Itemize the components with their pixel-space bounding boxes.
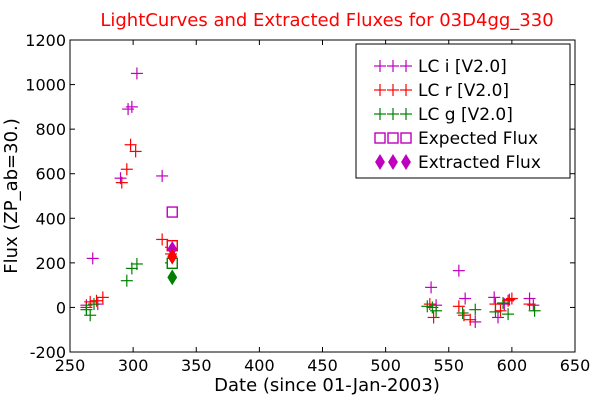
legend-diamond-marker — [388, 154, 398, 170]
series-plus — [80, 256, 541, 322]
data-point — [505, 292, 518, 305]
expected-flux-marker — [166, 206, 178, 218]
legend-plus-marker — [374, 60, 386, 72]
data-point — [129, 145, 142, 158]
data-point — [86, 252, 99, 265]
y-tick-label: 1200 — [25, 31, 66, 50]
data-point — [469, 303, 482, 316]
x-tick-label: 350 — [181, 356, 212, 375]
legend-label: LC i [V2.0] — [418, 57, 507, 77]
series-plus — [80, 138, 536, 326]
data-point — [503, 293, 516, 306]
data-point — [130, 257, 143, 270]
data-point — [528, 304, 541, 317]
data-point — [427, 311, 440, 324]
y-tick-label: 400 — [35, 209, 66, 228]
extracted-flux-marker — [167, 248, 178, 265]
legend-entry: Extracted Flux — [375, 153, 541, 173]
x-tick-label: 600 — [497, 356, 528, 375]
data-point — [452, 300, 465, 313]
legend-plus-marker — [374, 84, 386, 96]
x-tick-label: 450 — [307, 356, 338, 375]
x-tick-label: 500 — [370, 356, 401, 375]
x-tick-label: 400 — [244, 356, 275, 375]
legend-label: Extracted Flux — [418, 153, 541, 173]
legend-diamond-marker — [401, 154, 411, 170]
data-point — [96, 291, 109, 304]
legend-square-marker — [400, 132, 412, 144]
data-point — [115, 176, 128, 189]
y-tick-label: 200 — [35, 254, 66, 273]
legend-entry: LC r [V2.0] — [374, 81, 509, 101]
legend-plus-marker — [400, 60, 412, 72]
legend-plus-marker — [387, 60, 399, 72]
data-point — [489, 305, 502, 318]
y-tick-label: 800 — [35, 120, 66, 139]
data-point — [464, 313, 477, 326]
data-point — [87, 298, 100, 311]
legend-plus-marker — [387, 108, 399, 120]
legend-plus-marker — [387, 84, 399, 96]
data-point — [90, 294, 103, 307]
data-point — [421, 300, 434, 313]
legend-square-marker — [387, 132, 399, 144]
data-point — [156, 233, 169, 246]
data-point — [130, 67, 143, 80]
data-point — [502, 308, 515, 321]
x-tick-label: 650 — [560, 356, 591, 375]
data-point — [120, 163, 133, 176]
data-marks — [80, 67, 541, 328]
legend-entry: LC g [V2.0] — [374, 105, 513, 125]
x-tick-label: 550 — [433, 356, 464, 375]
data-point — [425, 281, 438, 294]
series-diamond — [167, 241, 178, 286]
y-tick-label: -200 — [30, 343, 66, 362]
data-point — [491, 311, 504, 324]
chart-title: LightCurves and Extracted Fluxes for 03D… — [100, 10, 553, 31]
legend-entry: LC i [V2.0] — [374, 57, 507, 77]
y-tick-label: 1000 — [25, 76, 66, 95]
legend-label: LC r [V2.0] — [418, 81, 509, 101]
data-point — [456, 307, 469, 319]
data-point — [423, 298, 436, 311]
data-point — [124, 138, 137, 151]
x-tick-label: 250 — [55, 356, 86, 375]
legend-plus-marker — [400, 84, 412, 96]
data-point — [156, 169, 169, 182]
y-tick-label: 0 — [56, 298, 66, 317]
axis-ticks: 250 300 350 400 450 500 550 600 650 -200 0 200 400 60… — [25, 31, 590, 375]
data-point — [488, 291, 501, 304]
data-point — [459, 292, 472, 305]
data-point — [523, 298, 536, 311]
data-point — [120, 274, 133, 287]
y-axis-label: Flux (ZP_ab=30.) — [1, 118, 22, 274]
legend-plus-marker — [400, 108, 412, 120]
legend-entry: Expected Flux — [374, 129, 538, 149]
data-point — [452, 264, 465, 277]
legend-label: LC g [V2.0] — [418, 105, 513, 125]
data-point — [430, 304, 443, 317]
legend-diamond-marker — [375, 154, 385, 170]
y-tick-label: 600 — [35, 165, 66, 184]
x-tick-label: 300 — [118, 356, 149, 375]
extracted-flux-marker — [167, 269, 178, 286]
legend-square-marker — [374, 132, 386, 144]
x-axis-label: Date (since 01-Jan-2003) — [214, 375, 440, 396]
data-point — [125, 100, 138, 113]
data-point — [84, 309, 97, 322]
legend-label: Expected Flux — [418, 129, 538, 149]
data-point — [457, 309, 470, 322]
data-point — [494, 304, 507, 317]
data-point — [497, 296, 510, 309]
legend: LC i [V2.0] LC r [V2.0] LC g [V2.0] Expecte… — [355, 43, 571, 179]
legend-plus-marker — [374, 108, 386, 120]
data-point — [469, 315, 482, 328]
